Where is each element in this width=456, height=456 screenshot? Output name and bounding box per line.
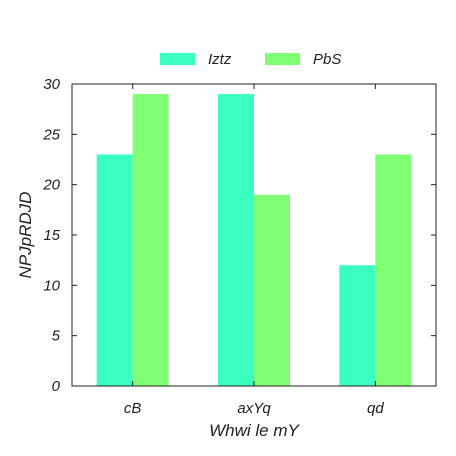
bar-PbS-cB bbox=[133, 94, 169, 386]
y-tick-label: 25 bbox=[42, 126, 60, 143]
legend: Iztz PbS bbox=[160, 51, 341, 68]
x-tick-label: cB bbox=[124, 400, 142, 417]
bar-Iztz-qd bbox=[339, 265, 375, 386]
y-tick-label: 20 bbox=[42, 177, 60, 194]
bar-Iztz-cB bbox=[97, 154, 133, 386]
y-tick-label: 30 bbox=[43, 76, 60, 93]
y-tick-label: 5 bbox=[52, 328, 61, 345]
bar-PbS-qd bbox=[375, 154, 411, 386]
legend-label: PbS bbox=[313, 51, 341, 68]
x-axis-label: Whwi le mY bbox=[209, 421, 300, 440]
y-tick-label: 0 bbox=[52, 378, 61, 395]
bar-Iztz-axYq bbox=[218, 94, 254, 386]
y-axis-label: NPJpRDJD bbox=[16, 192, 35, 279]
y-tick-label: 15 bbox=[43, 227, 60, 244]
bar-PbS-axYq bbox=[254, 195, 290, 386]
bars bbox=[97, 94, 412, 386]
legend-swatch bbox=[265, 53, 300, 65]
legend-swatch bbox=[160, 53, 195, 65]
y-tick-label: 10 bbox=[43, 277, 60, 294]
x-tick-label: qd bbox=[367, 400, 384, 417]
legend-label: Iztz bbox=[208, 51, 232, 68]
x-tick-label: axYq bbox=[237, 400, 271, 417]
